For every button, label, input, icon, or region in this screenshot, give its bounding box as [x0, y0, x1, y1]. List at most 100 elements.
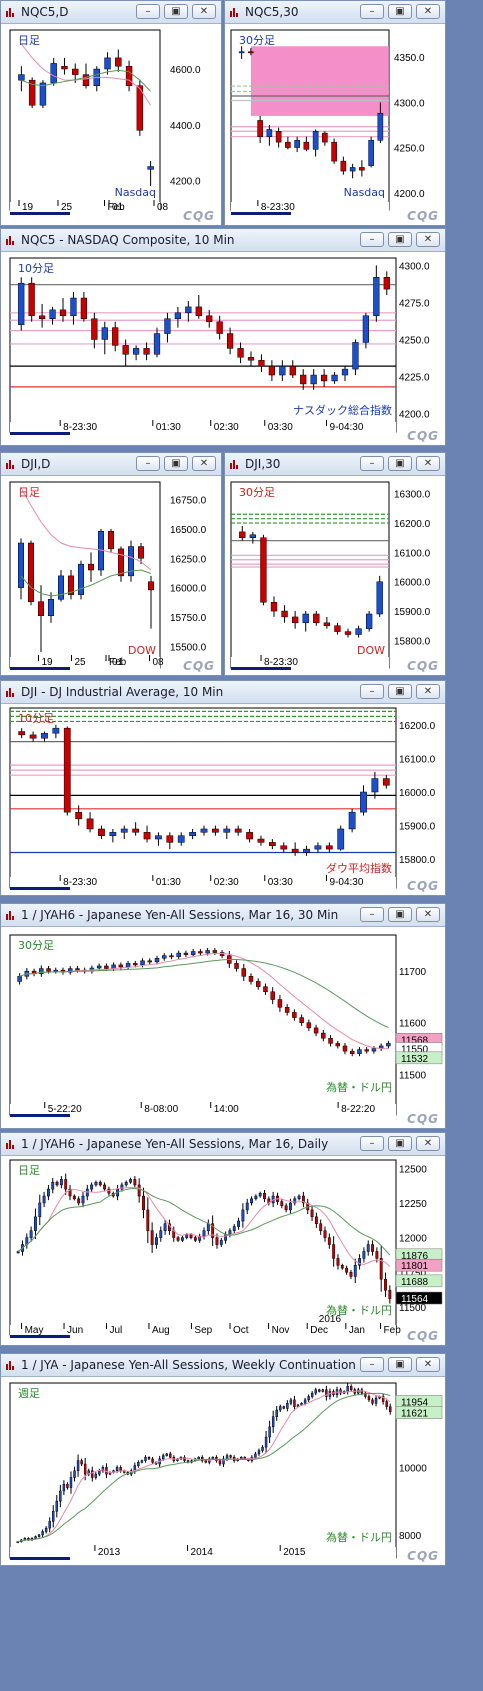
restore-button[interactable]: ▣: [388, 232, 412, 247]
candle-body: [284, 1205, 288, 1211]
price-tag-label: 11568: [401, 1035, 429, 1046]
chart-w5: 16300.0 16200.0 16100.0 16000.0 15900.0 15800…: [230, 481, 431, 670]
close-button[interactable]: ✕: [416, 232, 440, 247]
candle-body: [150, 1230, 154, 1245]
candle-body: [294, 140, 300, 148]
x-tick-label: Jun: [67, 1325, 83, 1336]
window-title: 1 / JYA - Japanese Yen-All Sessions, Wee…: [21, 1358, 356, 1372]
title-bar[interactable]: NQC5,D – ▣ ✕: [1, 1, 221, 24]
candle-body: [345, 1267, 349, 1273]
candle-body: [257, 1450, 261, 1455]
restore-button[interactable]: ▣: [388, 4, 412, 19]
restore-button[interactable]: ▣: [388, 456, 412, 471]
chart-app-icon: [6, 910, 16, 920]
time-scrollbar[interactable]: [10, 667, 70, 670]
restore-button[interactable]: ▣: [164, 4, 188, 19]
candle-body: [68, 575, 74, 595]
time-scrollbar[interactable]: [231, 212, 291, 215]
title-bar[interactable]: DJI - DJ Industrial Average, 10 Min – ▣ ✕: [1, 681, 445, 704]
close-button[interactable]: ✕: [192, 4, 216, 19]
time-scrollbar[interactable]: [10, 887, 70, 890]
title-bar[interactable]: 1 / JYA - Japanese Yen-All Sessions, Wee…: [1, 1354, 445, 1377]
restore-button[interactable]: ▣: [388, 907, 412, 922]
plot-area: [9, 29, 161, 211]
candle-body: [118, 548, 124, 577]
candle-body: [164, 318, 171, 334]
time-scrollbar[interactable]: [10, 1114, 70, 1117]
restore-button[interactable]: ▣: [388, 1136, 412, 1151]
time-scrollbar[interactable]: [10, 1335, 70, 1338]
title-bar[interactable]: 1 / JYAH6 - Japanese Yen-All Sessions, M…: [1, 904, 445, 927]
time-scrollbar[interactable]: [10, 432, 70, 435]
close-button[interactable]: ✕: [416, 1357, 440, 1372]
moving-average-line: [20, 43, 152, 106]
close-button[interactable]: ✕: [192, 456, 216, 471]
candle-body: [248, 51, 254, 54]
time-scrollbar[interactable]: [10, 1557, 70, 1560]
candle-body: [103, 1184, 107, 1190]
minimize-button[interactable]: –: [136, 4, 160, 19]
restore-button[interactable]: ▣: [164, 456, 188, 471]
candle-body: [375, 1251, 379, 1259]
title-bar[interactable]: DJI,D – ▣ ✕: [1, 453, 221, 476]
title-bar[interactable]: NQC5 - NASDAQ Composite, 10 Min – ▣ ✕: [1, 229, 445, 252]
x-tick-label: 19: [42, 657, 54, 668]
candle-body: [18, 731, 26, 736]
candle-body: [331, 374, 338, 382]
x-tick-label: 2015: [283, 1547, 306, 1558]
candle-body: [81, 1195, 85, 1204]
minimize-button[interactable]: –: [360, 1136, 384, 1151]
x-tick-label: 01: [112, 202, 124, 213]
restore-button[interactable]: ▣: [388, 684, 412, 699]
x-tick-label: Nov: [272, 1325, 290, 1336]
minimize-button[interactable]: –: [360, 4, 384, 19]
candle-body: [201, 1457, 204, 1461]
candle-body: [371, 1399, 374, 1404]
window-title: DJI - DJ Industrial Average, 10 Min: [21, 685, 224, 699]
close-button[interactable]: ✕: [416, 1136, 440, 1151]
candle-body: [183, 952, 189, 955]
time-scrollbar[interactable]: [231, 667, 291, 670]
candle-body: [331, 141, 337, 162]
time-scrollbar[interactable]: [10, 212, 70, 215]
candle-body: [18, 74, 25, 81]
y-tick-label: 11500: [399, 1303, 427, 1314]
minimize-button[interactable]: –: [360, 684, 384, 699]
y-tick-label: 11700: [399, 967, 427, 978]
candle-body: [270, 602, 278, 612]
restore-button[interactable]: ▣: [388, 1357, 412, 1372]
close-button[interactable]: ✕: [416, 456, 440, 471]
minimize-button[interactable]: –: [136, 456, 160, 471]
minimize-button[interactable]: –: [360, 907, 384, 922]
candle-body: [355, 628, 362, 635]
x-tick-label: Sep: [194, 1325, 212, 1336]
candle-body: [279, 365, 286, 376]
candle-body: [291, 848, 299, 853]
candle-body: [264, 1436, 268, 1448]
candle-body: [340, 160, 347, 172]
close-button[interactable]: ✕: [416, 907, 440, 922]
candle-body: [63, 727, 71, 813]
y-tick-label: 16200.0: [399, 721, 436, 732]
minimize-button[interactable]: –: [360, 232, 384, 247]
title-bar[interactable]: 1 / JYAH6 - Japanese Yen-All Sessions, M…: [1, 1133, 445, 1156]
title-bar[interactable]: NQC5,30 – ▣ ✕: [225, 1, 445, 24]
x-tick-label: 8-22:20: [341, 1104, 375, 1115]
candle-body: [291, 616, 299, 624]
title-bar[interactable]: DJI,30 – ▣ ✕: [225, 453, 445, 476]
close-button[interactable]: ✕: [416, 684, 440, 699]
candle-body: [180, 1237, 184, 1241]
candle-body: [336, 1258, 340, 1266]
cqg-logo: CQG: [407, 1329, 439, 1343]
close-button[interactable]: ✕: [416, 4, 440, 19]
candle-body: [161, 955, 167, 959]
minimize-button[interactable]: –: [360, 1357, 384, 1372]
candle-body: [292, 1012, 297, 1018]
candle-body: [76, 1460, 80, 1471]
candle-body: [137, 1462, 140, 1466]
minimize-button[interactable]: –: [360, 456, 384, 471]
candle-body: [373, 277, 380, 317]
candle-body: [104, 57, 111, 70]
candle-body: [246, 832, 253, 840]
candle-body: [101, 1467, 105, 1471]
